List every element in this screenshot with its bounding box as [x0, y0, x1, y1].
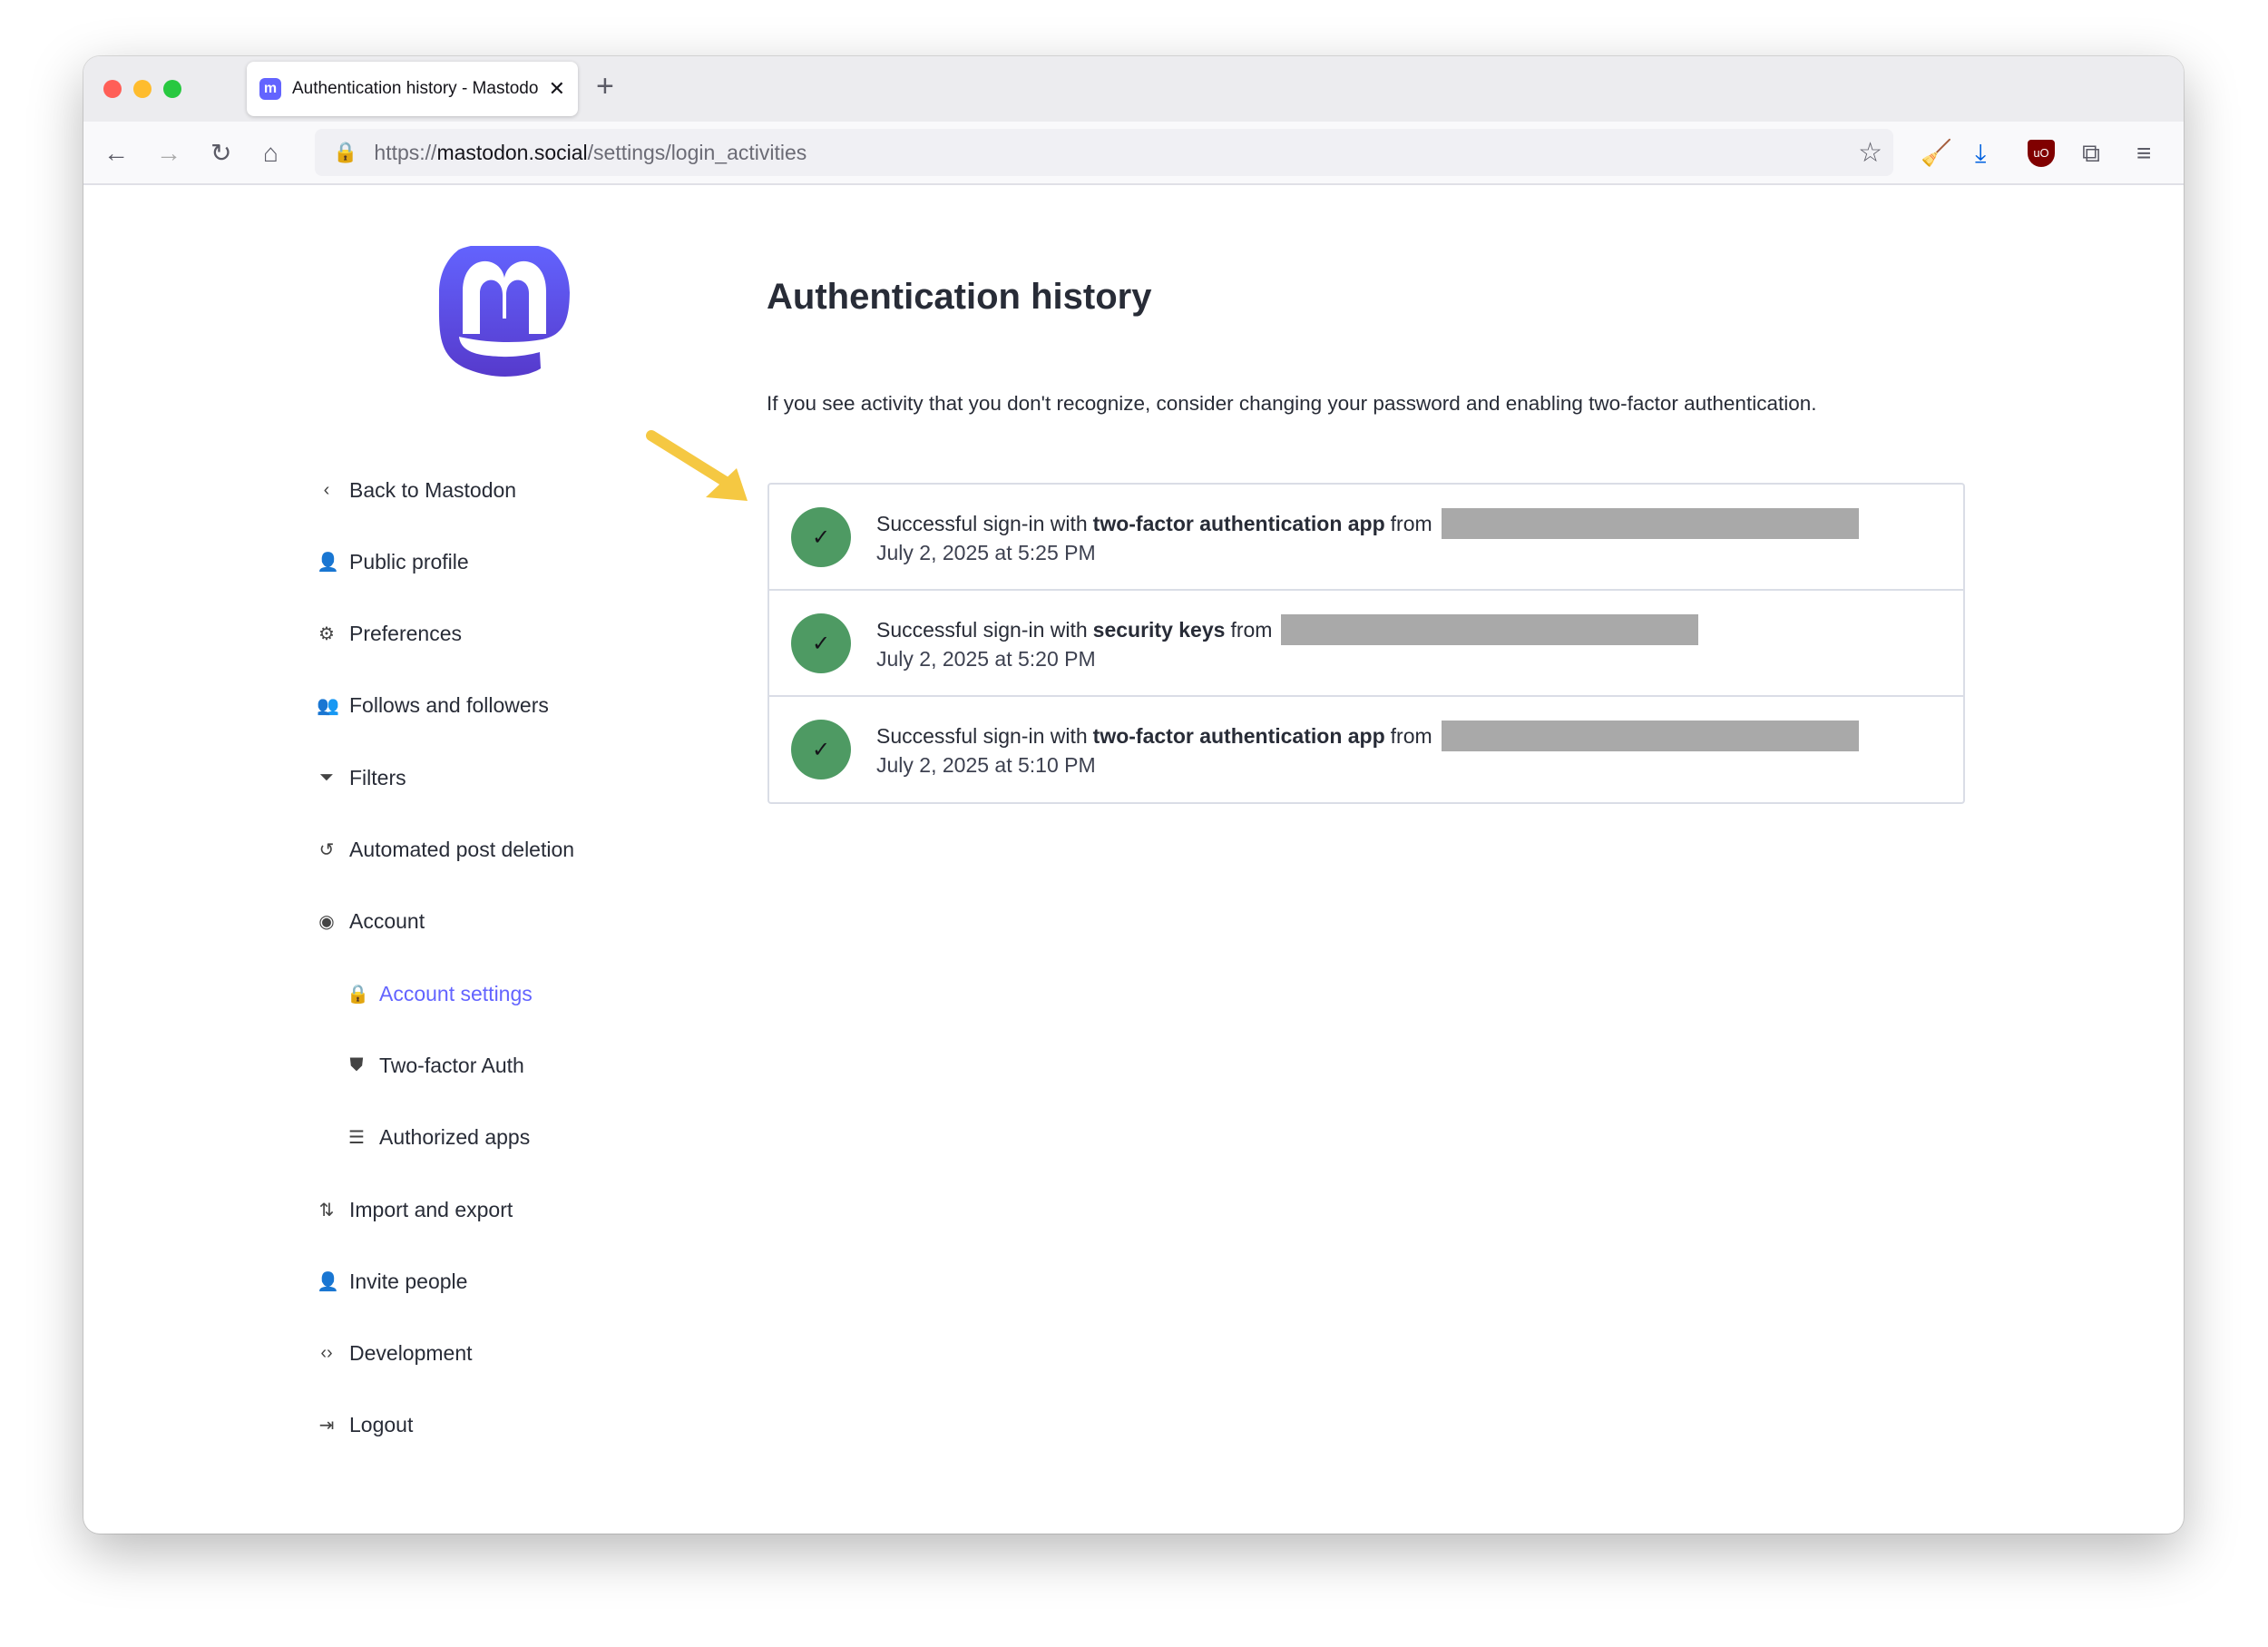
- sidebar-item-automated-post-deletion[interactable]: ↺ Automated post deletion: [317, 835, 574, 866]
- filter-icon: ⏷: [319, 767, 334, 788]
- sidebar-item-import-and-export[interactable]: ⇅ Import and export: [317, 1194, 513, 1225]
- sidebar-item-label: Follows and followers: [349, 693, 549, 718]
- activity-timestamp: July 2, 2025 at 5:10 PM: [876, 753, 1096, 777]
- broom-icon[interactable]: 🧹: [1921, 139, 1952, 167]
- mastodon-logo: [438, 246, 570, 377]
- activity-description: Successful sign-in with two-factor authen…: [876, 721, 1859, 751]
- home-icon[interactable]: ⌂: [263, 139, 279, 167]
- tab-bar: m Authentication history - Mastodon ✕ +: [83, 56, 2184, 122]
- sidebar-item-account[interactable]: ◉ Account: [317, 907, 425, 937]
- redacted-ip-address: [1281, 614, 1699, 645]
- list-icon: ☰: [348, 1128, 365, 1149]
- history-icon: ↺: [318, 840, 335, 860]
- sidebar-item-label: Invite people: [349, 1269, 468, 1293]
- mastodon-favicon-icon: m: [259, 78, 281, 100]
- success-check-icon: ✓: [791, 720, 851, 779]
- sidebar-item-label: Account: [349, 909, 425, 934]
- navigation-bar: ← → ↻ ⌂ 🔒 https://mastodon.social/settin…: [83, 122, 2184, 185]
- person-add-icon: 👤: [317, 1271, 339, 1292]
- redacted-ip-address: [1441, 721, 1859, 751]
- logout-icon: ⇥: [318, 1416, 335, 1436]
- code-icon: ‹›: [320, 1343, 333, 1364]
- login-activity-row: ✓ Successful sign-in with two-factor auth…: [769, 485, 1963, 591]
- activity-description: Successful sign-in with security keys from: [876, 614, 1699, 645]
- bookmark-star-icon[interactable]: ☆: [1858, 137, 1882, 168]
- sidebar-item-label: Logout: [349, 1413, 414, 1437]
- success-check-icon: ✓: [791, 507, 851, 567]
- page-description: If you see activity that you don't recog…: [767, 392, 1817, 415]
- tab-title: Authentication history - Mastodon: [292, 79, 538, 98]
- login-activity-row: ✓ Successful sign-in with security keys fr…: [769, 591, 1963, 697]
- lock-icon: 🔒: [333, 141, 358, 163]
- sidebar-item-back-to-mastodon[interactable]: ‹ Back to Mastodon: [317, 475, 516, 505]
- login-activity-row: ✓ Successful sign-in with two-factor auth…: [769, 697, 1963, 803]
- sidebar-item-label: Authorized apps: [379, 1125, 531, 1150]
- sidebar-item-label: Filters: [349, 765, 406, 789]
- url-bar[interactable]: 🔒 https://mastodon.social/settings/login…: [315, 129, 1893, 176]
- activity-description: Successful sign-in with two-factor authen…: [876, 508, 1859, 539]
- shield-icon: ⛊: [349, 1054, 364, 1075]
- success-check-icon: ✓: [791, 613, 851, 673]
- tab-authentication-history[interactable]: m Authentication history - Mastodon ✕: [247, 62, 578, 116]
- maximize-window-button[interactable]: [163, 80, 181, 98]
- sidebar-item-label: Public profile: [349, 549, 469, 574]
- close-tab-icon[interactable]: ✕: [548, 77, 565, 100]
- sidebar-item-label: Automated post deletion: [349, 838, 575, 861]
- new-tab-button[interactable]: +: [596, 69, 614, 103]
- sidebar-item-development[interactable]: ‹› Development: [317, 1338, 473, 1369]
- users-icon: 👥: [317, 696, 339, 717]
- account-circle-icon: ◉: [318, 912, 335, 933]
- extensions-puzzle-icon[interactable]: ⧉: [2082, 139, 2100, 167]
- chevron-left-icon: ‹: [323, 479, 330, 500]
- annotation-arrow-icon: [646, 430, 748, 501]
- activity-timestamp: July 2, 2025 at 5:20 PM: [876, 647, 1096, 671]
- redacted-ip-address: [1441, 508, 1859, 539]
- page-title: Authentication history: [767, 277, 1152, 317]
- sidebar-item-label: Two-factor Auth: [379, 1053, 524, 1077]
- ublock-origin-icon[interactable]: uO: [2028, 140, 2055, 167]
- download-icon[interactable]: ⤓: [1975, 139, 1987, 167]
- activity-timestamp: July 2, 2025 at 5:25 PM: [876, 541, 1096, 564]
- sidebar-item-filters[interactable]: ⏷ Filters: [317, 762, 406, 793]
- browser-window: m Authentication history - Mastodon ✕ + …: [83, 56, 2184, 1534]
- sidebar-item-account-settings[interactable]: 🔒 Account settings: [347, 978, 533, 1009]
- lock-icon: 🔒: [347, 984, 369, 1005]
- sidebar-item-follows-and-followers[interactable]: 👥 Follows and followers: [317, 691, 549, 721]
- menu-icon[interactable]: ≡: [2136, 139, 2152, 167]
- minimize-window-button[interactable]: [133, 80, 152, 98]
- url-text: https://mastodon.social/settings/login_a…: [374, 140, 807, 164]
- close-window-button[interactable]: [103, 80, 122, 98]
- sidebar-item-label: Import and export: [349, 1197, 513, 1221]
- sidebar-item-label: Back to Mastodon: [349, 477, 517, 502]
- import-export-icon: ⇅: [318, 1200, 335, 1221]
- sidebar-item-label: Account settings: [379, 981, 533, 1005]
- back-icon[interactable]: ←: [103, 139, 129, 167]
- gear-icon: ⚙: [318, 624, 335, 645]
- forward-icon[interactable]: →: [156, 139, 181, 167]
- sidebar-item-label: Preferences: [349, 622, 463, 646]
- sidebar-item-logout[interactable]: ⇥ Logout: [317, 1410, 414, 1441]
- login-activity-list: ✓ Successful sign-in with two-factor auth…: [767, 483, 1965, 804]
- sidebar-item-invite-people[interactable]: 👤 Invite people: [317, 1266, 467, 1297]
- user-icon: 👤: [317, 552, 339, 573]
- sidebar-item-label: Development: [349, 1341, 473, 1366]
- sidebar-item-public-profile[interactable]: 👤 Public profile: [317, 546, 469, 577]
- reload-icon[interactable]: ↻: [210, 139, 232, 167]
- sidebar-item-two-factor-auth[interactable]: ⛊ Two-factor Auth: [347, 1050, 524, 1081]
- sidebar-item-preferences[interactable]: ⚙ Preferences: [317, 619, 462, 650]
- sidebar-item-authorized-apps[interactable]: ☰ Authorized apps: [347, 1123, 530, 1153]
